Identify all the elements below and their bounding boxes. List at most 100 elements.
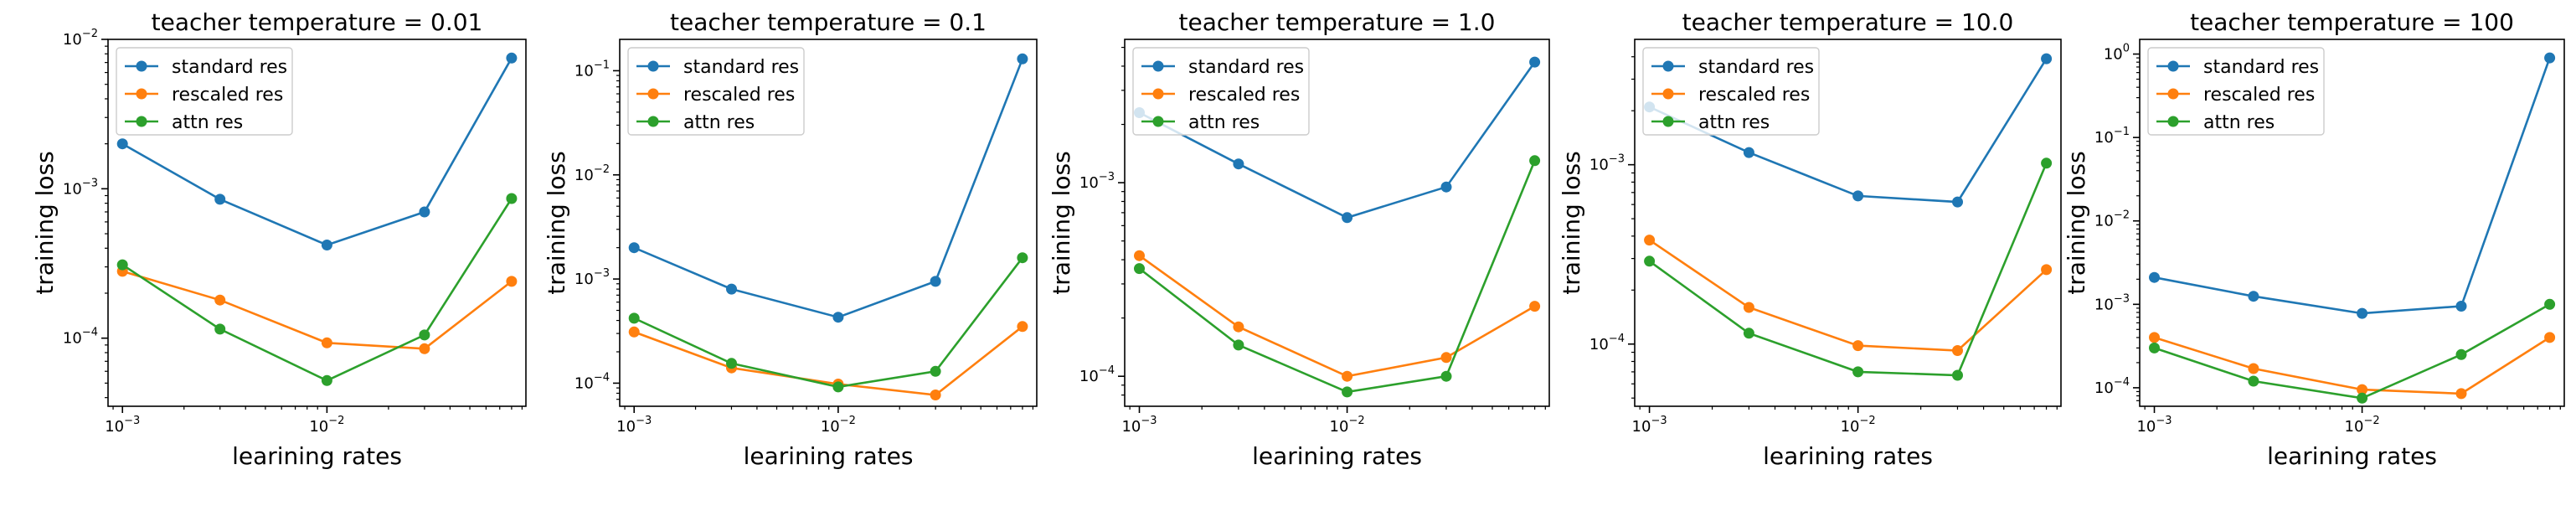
data-point [1743,147,1754,158]
legend: standard res rescaled res attn res [116,47,293,136]
chart-title: teacher temperature = 100 [2190,8,2514,36]
x-tick-label: 10−2 [1330,415,1365,436]
data-point [1017,321,1028,333]
data-point [628,326,640,338]
data-point [1852,340,1864,352]
legend-marker [136,88,147,100]
data-point [2357,384,2368,395]
y-tick-label: 10−3 [1079,171,1115,192]
legend-marker [2167,88,2179,100]
series-line [121,270,513,350]
axes-frame [1634,39,2062,407]
data-point [214,323,226,335]
data-point [1134,250,1145,261]
data-point [1743,328,1754,339]
data-point [2248,363,2259,374]
legend-marker [136,116,147,127]
legend-marker [1152,88,1164,100]
legend-marker [1662,116,1674,127]
data-point [628,242,640,254]
y-tick-label: 10−1 [2094,126,2130,147]
y-tick-label: 10−3 [574,267,610,288]
legend-marker [2167,116,2179,127]
legend-label: attn res [172,112,243,133]
data-point [321,374,332,386]
legend-label: standard res [172,57,287,78]
data-point [1952,196,1963,208]
series-line [1648,239,2048,352]
chart-title: teacher temperature = 0.01 [152,8,483,36]
legend-box [1642,47,1820,136]
data-point [2041,53,2053,64]
legend-marker [2167,60,2179,72]
legend-marker [647,88,659,100]
chart-panel: teacher temperature = 0.01 10−4 10−3 10−2 10… [31,8,527,470]
data-point [1952,369,1963,381]
y-tick-label: 10−1 [574,59,610,80]
series-standard-res [628,53,1028,323]
legend: standard res rescaled res attn res [627,47,805,136]
data-point [2455,348,2467,360]
chart-panel: teacher temperature = 0.1 10−4 10−3 10−2 10−… [543,8,1038,470]
y-tick-label: 10−2 [63,28,98,49]
y-tick-label: 10−4 [574,371,610,392]
x-tick-label: 10−3 [616,415,652,436]
series-attn-res [116,193,518,386]
chart-panel: teacher temperature = 10.0 10−4 10−3 10−3 10… [1558,8,2062,470]
y-tick-label: 10−4 [63,327,98,348]
legend-marker [1662,88,1674,100]
series-line [2154,303,2551,400]
legend-marker [1152,60,1164,72]
data-point [1233,158,1244,170]
legend-box [2147,47,2325,136]
y-tick-label: 10−4 [2094,376,2130,397]
series-attn-res [1134,155,1541,398]
series-rescaled-res [116,266,518,354]
data-point [2041,264,2053,276]
x-tick-label: 10−3 [1632,415,1667,436]
legend: standard res rescaled res attn res [1642,47,1820,136]
x-tick-label: 10−2 [1841,415,1876,436]
y-tick-label: 10−3 [2094,292,2130,313]
data-point [419,343,430,354]
y-tick-label: 10−3 [1589,153,1625,174]
data-point [506,193,518,204]
legend-label: attn res [1698,112,1770,133]
data-point [1743,302,1754,313]
legend-marker [647,116,659,127]
data-point [1342,370,1353,382]
legend-label: standard res [2203,57,2319,78]
legend-label: standard res [683,57,799,78]
data-point [1342,212,1353,224]
x-tick-label: 10−3 [1121,415,1157,436]
axes-frame [2139,39,2565,407]
data-point [930,365,941,377]
axes-frame [107,39,527,407]
chart-title: teacher temperature = 1.0 [1179,8,1496,36]
series-rescaled-res [1134,250,1541,382]
data-point [1134,263,1145,275]
legend-label: standard res [1188,57,1304,78]
x-tick-label: 10−2 [2345,415,2380,436]
data-point [628,312,640,324]
legend-box [627,47,805,136]
data-point [726,358,737,369]
data-point [2149,332,2160,343]
legend-label: rescaled res [1188,85,1300,106]
data-point [419,206,430,218]
y-tick-label: 10−4 [1079,364,1115,385]
x-axis-label: learining rates [232,442,402,470]
data-point [2248,375,2259,387]
legend-box [1132,47,1310,136]
y-tick-label: 10−2 [574,163,610,184]
x-tick-label: 10−2 [309,415,344,436]
chart-panel: teacher temperature = 1.0 10−4 10−3 10−3 10−… [1048,8,1550,470]
data-point [1644,255,1656,267]
data-point [506,276,518,287]
legend-marker [1662,60,1674,72]
series-attn-res [628,252,1028,393]
data-point [116,259,128,271]
data-point [1017,53,1028,64]
y-axis-label: training loss [2063,151,2090,294]
data-point [1440,370,1452,382]
